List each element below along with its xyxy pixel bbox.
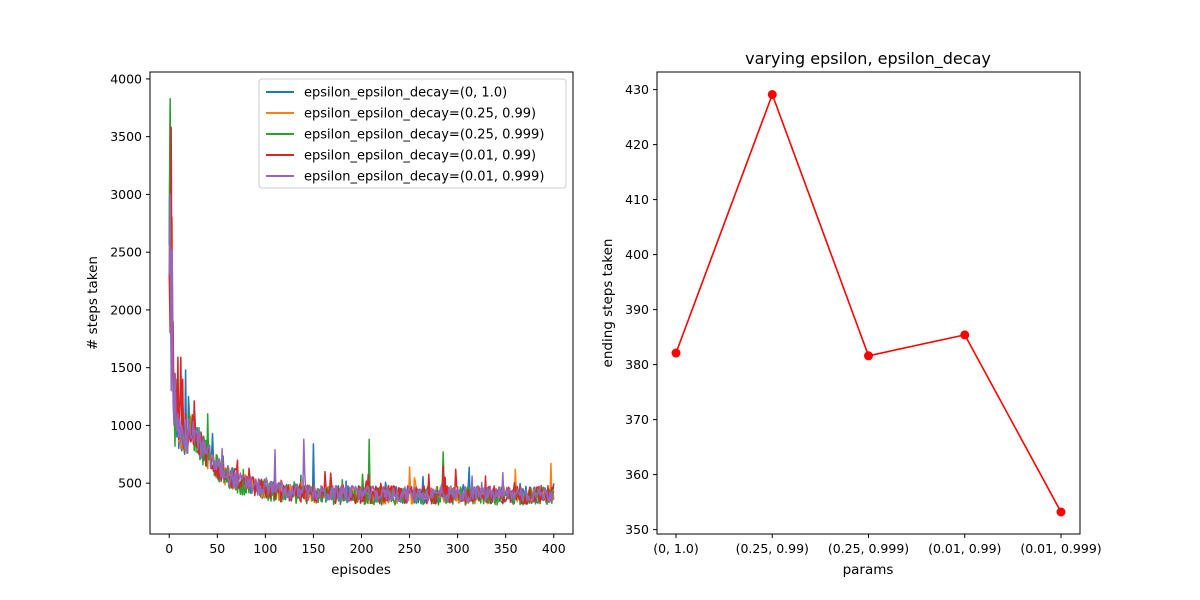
right-x-ticks: (0, 1.0) (0.25, 0.99) (0.25, 0.999) (0.01, …	[653, 534, 1102, 556]
right-x-axis-label: params	[843, 562, 894, 578]
y-tick-label: 380	[625, 357, 649, 372]
y-tick-label: 400	[625, 247, 649, 262]
x-tick-label: 0	[165, 541, 173, 556]
legend-label: epsilon_epsilon_decay=(0.01, 0.99)	[304, 149, 536, 164]
y-tick-label: 370	[625, 412, 649, 427]
params-line-chart: (0, 1.0) (0.25, 0.99) (0.25, 0.999) (0.01, …	[600, 49, 1102, 578]
right-y-axis-label: ending steps taken	[600, 239, 616, 368]
legend-entries: epsilon_epsilon_decay=(0, 1.0) epsilon_ep…	[266, 86, 544, 185]
x-tick-label: (0.01, 0.99)	[928, 541, 1001, 556]
y-tick-label: 3000	[110, 187, 142, 202]
y-tick-label: 420	[625, 137, 649, 152]
x-tick-label: (0.25, 0.999)	[828, 541, 909, 556]
data-point	[671, 348, 681, 358]
x-tick-label: 50	[209, 541, 225, 556]
y-tick-label: 1000	[110, 418, 142, 433]
y-tick-label: 2000	[110, 302, 142, 317]
episodes-line-chart: 0 50 100 150 200 250 300 350 400 500 1000 1500 2000…	[85, 71, 574, 578]
y-tick-label: 3500	[110, 129, 142, 144]
y-tick-label: 390	[625, 302, 649, 317]
legend: epsilon_epsilon_decay=(0, 1.0) epsilon_ep…	[258, 78, 567, 189]
x-tick-label: 350	[494, 541, 518, 556]
right-y-ticks: 350 360 370 380 390 400 410 420 430	[625, 82, 657, 537]
series-lines	[168, 97, 555, 506]
x-tick-label: 200	[350, 541, 374, 556]
data-point	[1056, 507, 1066, 517]
y-tick-label: 430	[625, 82, 649, 97]
left-x-axis-label: episodes	[331, 562, 391, 578]
right-chart-title: varying epsilon, epsilon_decay	[745, 49, 991, 69]
series-line-4	[168, 193, 554, 503]
x-tick-label: (0.01, 0.999)	[1020, 541, 1101, 556]
legend-label: epsilon_epsilon_decay=(0.25, 0.99)	[304, 107, 536, 122]
x-tick-label: (0.25, 0.99)	[736, 541, 809, 556]
left-y-axis-label: # steps taken	[85, 256, 101, 350]
x-tick-label: 100	[253, 541, 277, 556]
y-tick-label: 350	[625, 522, 649, 537]
y-tick-label: 4000	[110, 71, 142, 86]
data-point	[960, 330, 970, 340]
y-tick-label: 500	[118, 476, 142, 491]
y-tick-label: 1500	[110, 360, 142, 375]
data-point	[767, 90, 777, 100]
x-tick-label: 300	[446, 541, 470, 556]
y-tick-label: 360	[625, 467, 649, 482]
y-tick-label: 2500	[110, 245, 142, 260]
legend-label: epsilon_epsilon_decay=(0, 1.0)	[304, 86, 507, 101]
left-y-ticks: 500 1000 1500 2000 2500 3000 3500 4000	[110, 71, 150, 491]
left-x-ticks: 0 50 100 150 200 250 300 350 400	[165, 534, 566, 556]
legend-box	[258, 78, 567, 189]
data-point	[864, 351, 873, 361]
x-tick-label: 400	[542, 541, 566, 556]
y-tick-label: 410	[625, 192, 649, 207]
x-tick-label: 150	[302, 541, 326, 556]
ending-steps-series	[671, 90, 1066, 517]
legend-label: epsilon_epsilon_decay=(0.01, 0.999)	[304, 170, 544, 185]
x-tick-label: 250	[398, 541, 422, 556]
legend-label: epsilon_epsilon_decay=(0.25, 0.999)	[304, 128, 544, 143]
x-tick-label: (0, 1.0)	[653, 541, 699, 556]
